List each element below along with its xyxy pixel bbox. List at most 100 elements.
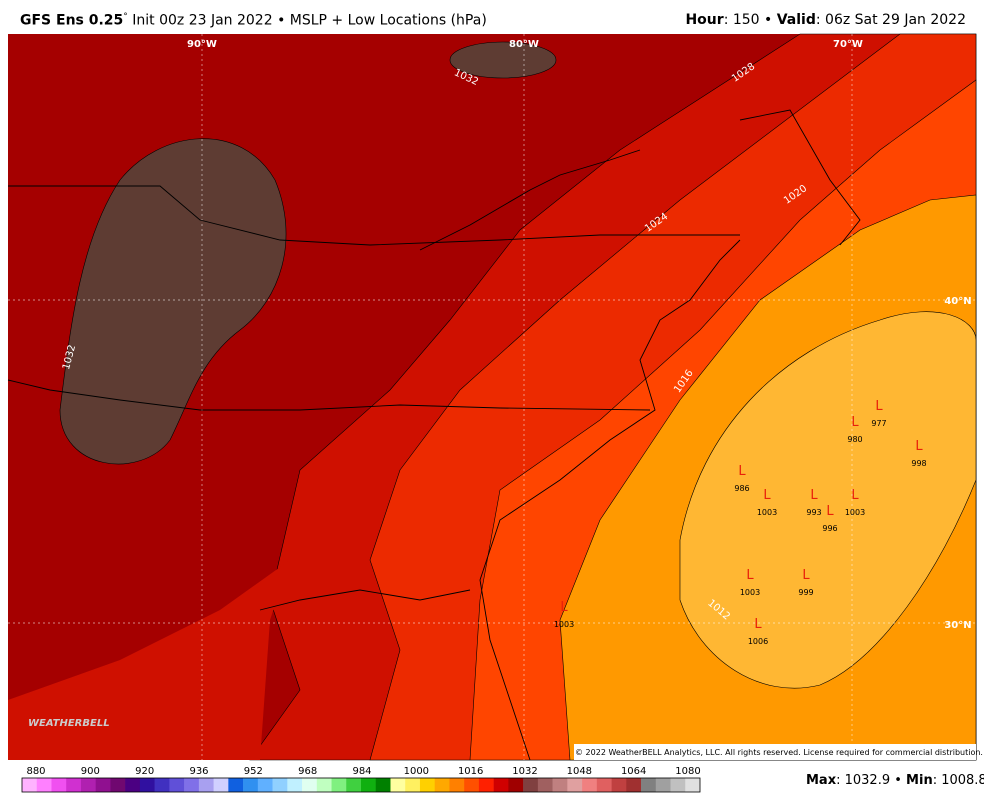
header-right: Hour: 150 • Valid: 06z Sat 29 Jan 2022 <box>685 12 966 28</box>
coast <box>419 149 641 251</box>
colorbar: 880 900 920 936 952 968 984 1000 1016 1032 1048 106… <box>21 766 701 793</box>
low-pressure: 1003 <box>845 508 865 517</box>
colorbar-swatch <box>36 778 52 792</box>
colorbar-label: 900 <box>81 766 100 777</box>
colorbar-label: 984 <box>352 766 371 777</box>
low-symbol: L <box>875 399 883 414</box>
colorbar-swatch <box>641 778 657 792</box>
low-symbol: L <box>810 488 818 503</box>
colorbar-swatch <box>257 778 273 792</box>
colorbar-swatch <box>537 778 553 792</box>
colorbar-swatch <box>243 778 259 792</box>
colorbar-swatch <box>685 778 701 792</box>
colorbar-swatch <box>213 778 229 792</box>
colorbar-swatch <box>110 778 126 792</box>
colorbar-swatch <box>228 778 244 792</box>
colorbar-swatch <box>272 778 288 792</box>
grid-label: 40°N <box>944 296 971 307</box>
colorbar-swatch <box>596 778 612 792</box>
colorbar-swatch <box>655 778 671 792</box>
grid-label: 30°N <box>944 620 971 631</box>
coast <box>739 109 861 246</box>
colorbar-swatch <box>169 778 185 792</box>
colorbar-label: 1000 <box>404 766 429 777</box>
low-symbol: L <box>763 488 771 503</box>
footer: Max: 1032.9 • Min: 1008.8 <box>806 773 984 788</box>
low-pressure: 996 <box>822 524 837 533</box>
colorbar-swatch <box>405 778 421 792</box>
coastlines <box>7 109 861 761</box>
graticule <box>8 34 976 760</box>
low-symbol: L <box>851 488 859 503</box>
colorbar-label: 968 <box>298 766 317 777</box>
colorbar-swatch <box>434 778 450 792</box>
valid-value: : 06z Sat 29 Jan 2022 <box>815 12 966 28</box>
colorbar-swatch <box>302 778 318 792</box>
low-pressure: 1006 <box>748 637 768 646</box>
low-pressure: 986 <box>734 484 749 493</box>
low-pressure: 980 <box>847 435 862 444</box>
colorbar-swatch <box>184 778 200 792</box>
model: GFS Ens 0.25 <box>20 12 124 29</box>
colorbar-swatch <box>508 778 524 792</box>
low-symbol: L <box>754 617 762 632</box>
grid-label: 90°W <box>187 39 217 50</box>
colorbar-label: 920 <box>135 766 154 777</box>
colorbar-swatch <box>154 778 170 792</box>
colorbar-label: 1048 <box>567 766 592 777</box>
colorbar-swatch <box>316 778 332 792</box>
colorbar-swatch <box>552 778 568 792</box>
colorbar-swatch <box>419 778 435 792</box>
colorbar-swatch <box>66 778 82 792</box>
colorbar-swatch <box>670 778 686 792</box>
hour-label: Hour <box>685 12 724 28</box>
colorbar-label: 1080 <box>675 766 700 777</box>
low-symbol: L <box>915 439 923 454</box>
grid-label: 80°W <box>509 39 539 50</box>
colorbar-swatch <box>287 778 303 792</box>
valid-label: Valid <box>776 12 816 28</box>
band-1008 <box>679 311 977 689</box>
colorbar-swatch <box>331 778 347 792</box>
min-value: : 1008.8 <box>933 773 984 788</box>
low-pressure: 1003 <box>757 508 777 517</box>
colorbar-swatch <box>449 778 465 792</box>
logo: WEATHERBELL <box>28 718 110 729</box>
hour-value: : 150 • <box>723 12 777 28</box>
coast <box>479 239 741 761</box>
colorbar-swatch <box>51 778 67 792</box>
low-symbol: L <box>851 415 859 430</box>
low-pressure: 998 <box>911 459 926 468</box>
colorbar-swatch <box>22 778 38 792</box>
init: Init 00z 23 Jan 2022 • MSLP + Low Locati… <box>132 12 487 29</box>
colorbar-swatch <box>80 778 96 792</box>
colorbar-swatch <box>567 778 583 792</box>
border <box>7 379 651 411</box>
low-symbol: L <box>560 600 568 615</box>
colorbar-swatch <box>493 778 509 792</box>
low-pressure: 999 <box>798 588 813 597</box>
colorbar-swatch <box>626 778 642 792</box>
colorbar-swatch <box>390 778 406 792</box>
grid-label: 70°W <box>833 39 863 50</box>
colorbar-label: 936 <box>189 766 208 777</box>
max-value: : 1032.9 • <box>836 773 906 788</box>
high-1032-north <box>449 41 557 79</box>
colorbar-swatch <box>346 778 362 792</box>
high-1032-west <box>59 138 287 465</box>
colorbar-label: 952 <box>244 766 263 777</box>
band-1024-sw <box>8 560 290 760</box>
colorbar-swatch <box>198 778 214 792</box>
colorbar-label: 1064 <box>621 766 646 777</box>
colorbar-label: 1016 <box>458 766 483 777</box>
colorbar-label: 1032 <box>512 766 537 777</box>
degree: ° <box>123 12 128 22</box>
low-symbol: L <box>826 504 834 519</box>
colorbar-swatch <box>523 778 539 792</box>
colorbar-swatch <box>361 778 377 792</box>
copyright: © 2022 WeatherBELL Analytics, LLC. All r… <box>575 748 983 757</box>
colorbar-swatch <box>139 778 155 792</box>
low-pressure: 1003 <box>554 620 574 629</box>
header-left: GFS Ens 0.25° Init 00z 23 Jan 2022 • MSL… <box>20 12 487 29</box>
